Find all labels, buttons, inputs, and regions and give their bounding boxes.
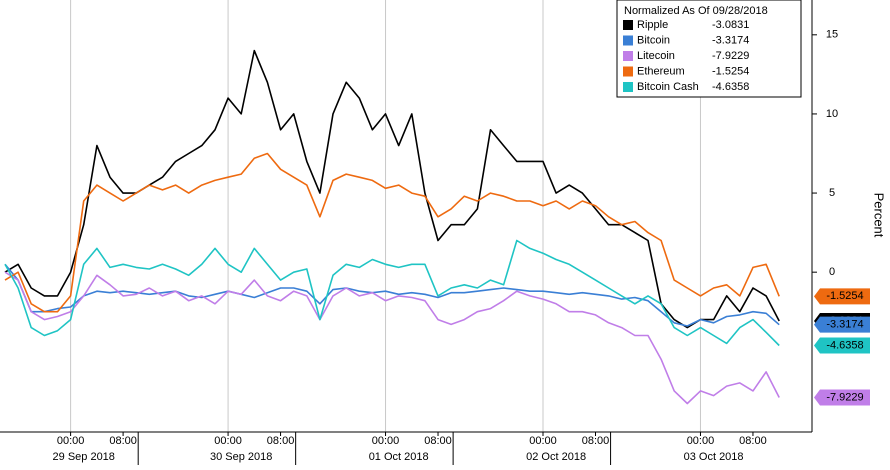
last-value-label: -7.9229 <box>814 389 870 406</box>
series-line <box>4 49 780 329</box>
x-tick-label: 00:00 <box>529 435 557 447</box>
legend-value: -3.3174 <box>712 34 749 46</box>
series-line <box>4 239 780 347</box>
legend-label: Bitcoin <box>637 34 670 46</box>
x-tick-label: 00:00 <box>687 435 715 447</box>
legend-title: Normalized As Of 09/28/2018 <box>624 5 768 17</box>
last-value-box <box>814 389 870 406</box>
x-tick-label: 00:00 <box>372 435 400 447</box>
y-tick-label: 5 <box>829 187 835 199</box>
last-value-label: -3.3174 <box>814 316 870 333</box>
legend-swatch <box>623 66 633 77</box>
last-value-box <box>814 337 870 354</box>
last-value-box <box>814 288 870 305</box>
x-group-label: 01 Oct 2018 <box>369 451 429 463</box>
x-tick-label: 08:00 <box>582 435 610 447</box>
legend-value: -3.0831 <box>712 19 749 31</box>
last-value-label: -1.5254 <box>814 288 870 305</box>
legend-label: Bitcoin Cash <box>637 81 699 93</box>
last-value-text: -3.3174 <box>826 319 863 331</box>
x-group-label: 02 Oct 2018 <box>526 451 586 463</box>
series-line <box>4 271 780 405</box>
series-line <box>4 263 780 327</box>
legend-swatch <box>623 51 633 61</box>
last-value-label: -4.6358 <box>814 337 870 354</box>
last-value-text: -1.5254 <box>826 290 863 302</box>
legend-value: -4.6358 <box>712 81 749 93</box>
x-tick-label: 08:00 <box>267 435 295 447</box>
x-tick-label: 08:00 <box>109 435 137 447</box>
legend-value: -7.9229 <box>712 50 749 62</box>
last-value-text: -7.9229 <box>826 391 863 403</box>
x-group-label: 29 Sep 2018 <box>53 451 115 463</box>
series-line <box>4 152 780 313</box>
x-group-label: 03 Oct 2018 <box>684 451 744 463</box>
legend-box <box>616 0 802 98</box>
x-group-label: 30 Sep 2018 <box>210 451 272 463</box>
x-tick-label: 00:00 <box>214 435 242 447</box>
legend-label: Ethereum <box>637 65 685 77</box>
y-tick-label: 10 <box>826 108 838 120</box>
legend-swatch <box>623 20 633 30</box>
legend-swatch <box>623 82 633 92</box>
legend-label: Ripple <box>637 19 668 31</box>
legend: Normalized As Of 09/28/2018 Ripple -3.0831… <box>616 0 802 98</box>
y-axis-label: Percent <box>872 193 887 238</box>
y-tick-label: 0 <box>829 266 835 278</box>
x-tick-label: 00:00 <box>57 435 85 447</box>
legend-value: -1.5254 <box>712 65 749 77</box>
last-value-text: -4.6358 <box>826 339 863 351</box>
x-tick-label: 08:00 <box>739 435 767 447</box>
x-tick-label: 08:00 <box>424 435 452 447</box>
legend-label: Litecoin <box>637 50 675 62</box>
y-tick-label: 15 <box>826 29 838 41</box>
legend-swatch <box>623 35 633 46</box>
last-value-box <box>814 316 870 333</box>
